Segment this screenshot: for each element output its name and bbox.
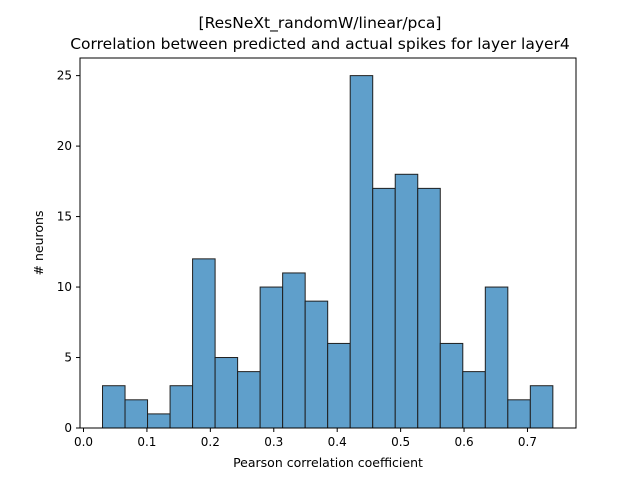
y-tick-label: 0 <box>64 421 72 435</box>
histogram-bar <box>327 342 351 429</box>
x-tick-label: 0.3 <box>264 435 283 449</box>
histogram-bar <box>259 286 284 429</box>
x-tick-label: 0.1 <box>137 435 156 449</box>
histogram-bar <box>282 272 306 429</box>
x-axis-label: Pearson correlation coefficient <box>233 455 423 470</box>
histogram-bar <box>372 187 396 429</box>
histogram-bar <box>147 413 171 429</box>
plot-area-frame <box>79 57 577 429</box>
x-tick-label: 0.0 <box>74 435 93 449</box>
y-tick-label: 20 <box>57 139 72 153</box>
y-tick-label: 25 <box>57 69 72 83</box>
histogram-bar <box>462 371 486 429</box>
histogram-bar <box>439 342 464 429</box>
y-tick-label: 15 <box>57 210 72 224</box>
x-tick-label: 0.2 <box>201 435 220 449</box>
histogram-bar <box>417 187 441 429</box>
x-axis-ticks: 0.0 0.1 0.2 0.3 0.4 0.5 0.6 0.7 <box>74 428 537 449</box>
y-axis-label: # neurons <box>31 211 46 276</box>
histogram-bar <box>529 385 554 429</box>
chart-title-line1: [ResNeXt_randomW/linear/pca] <box>199 14 442 33</box>
y-axis-ticks: 0 5 10 15 20 25 <box>57 69 80 435</box>
histogram-bar <box>102 385 126 429</box>
x-tick-label: 0.4 <box>328 435 347 449</box>
y-tick-label: 5 <box>64 351 72 365</box>
y-tick-label: 10 <box>57 280 72 294</box>
x-tick-label: 0.5 <box>391 435 410 449</box>
x-tick-label: 0.6 <box>455 435 474 449</box>
histogram-bar <box>192 258 216 429</box>
histogram-bar <box>214 357 239 429</box>
histogram-bar <box>394 173 419 429</box>
histogram-bar <box>349 75 374 429</box>
chart-title-line2: Correlation between predicted and actual… <box>70 35 570 53</box>
x-tick-label: 0.7 <box>518 435 537 449</box>
histogram-bar <box>484 286 509 429</box>
histogram-bar <box>169 385 194 429</box>
histogram-bar <box>237 371 261 429</box>
histogram-bar <box>507 399 531 429</box>
histogram-bar <box>124 399 149 429</box>
histogram-bar <box>304 300 329 429</box>
